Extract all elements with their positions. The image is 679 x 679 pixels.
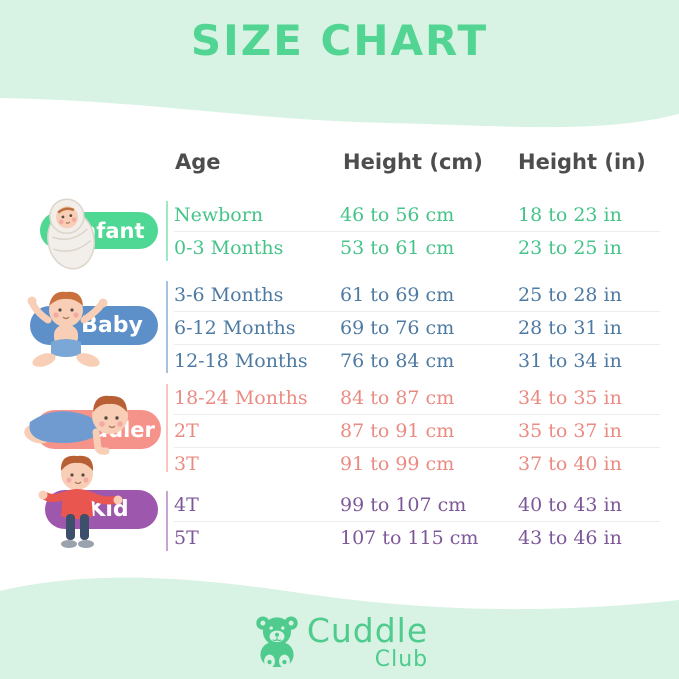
- age-cell: 3-6 Months: [174, 284, 284, 306]
- height-in-cell: 43 to 46 in: [518, 527, 622, 549]
- column-header-height-in: Height (in): [518, 150, 646, 174]
- table-row: 18-24 Months 84 to 87 cm 34 to 35 in: [174, 382, 660, 415]
- toddler-rows: 18-24 Months 84 to 87 cm 34 to 35 in 2T …: [174, 382, 660, 480]
- age-cell: 3T: [174, 453, 199, 475]
- height-cm-cell: 46 to 56 cm: [340, 204, 455, 226]
- table-row: 2T 87 to 91 cm 35 to 37 in: [174, 415, 660, 448]
- height-cm-cell: 53 to 61 cm: [340, 237, 455, 259]
- sitting-baby-illustration: [27, 291, 108, 367]
- age-cell: 0-3 Months: [174, 237, 284, 259]
- column-header-age: Age: [175, 150, 221, 174]
- crawling-toddler-illustration: [24, 395, 128, 455]
- height-in-cell: 35 to 37 in: [518, 420, 622, 442]
- age-cell: Newborn: [174, 204, 264, 226]
- teddy-bear-icon: [256, 616, 298, 668]
- height-cm-cell: 107 to 115 cm: [340, 527, 479, 549]
- height-cm-cell: 84 to 87 cm: [340, 387, 455, 409]
- table-row: 5T 107 to 115 cm 43 to 46 in: [174, 522, 660, 554]
- height-in-cell: 31 to 34 in: [518, 350, 622, 372]
- height-in-cell: 37 to 40 in: [518, 453, 622, 475]
- height-cm-cell: 69 to 76 cm: [340, 317, 455, 339]
- standing-boy-illustration: [38, 455, 123, 548]
- brand-name: Cuddle Club: [307, 614, 428, 672]
- height-in-cell: 40 to 43 in: [518, 494, 622, 516]
- height-cm-cell: 87 to 91 cm: [340, 420, 455, 442]
- infant-rows: Newborn 46 to 56 cm 18 to 23 in 0-3 Mont…: [174, 199, 660, 264]
- table-row: 6-12 Months 69 to 76 cm 28 to 31 in: [174, 312, 660, 345]
- height-cm-cell: 61 to 69 cm: [340, 284, 455, 306]
- height-in-cell: 23 to 25 in: [518, 237, 622, 259]
- table-row: 3T 91 to 99 cm 37 to 40 in: [174, 448, 660, 480]
- brand-name-sub: Club: [374, 647, 429, 672]
- height-in-cell: 25 to 28 in: [518, 284, 622, 306]
- height-in-cell: 18 to 23 in: [518, 204, 622, 226]
- height-cm-cell: 91 to 99 cm: [340, 453, 455, 475]
- table-row: 3-6 Months 61 to 69 cm 25 to 28 in: [174, 279, 660, 312]
- group-divider-toddler: [166, 384, 168, 472]
- group-divider-kid: [166, 491, 168, 551]
- height-cm-cell: 99 to 107 cm: [340, 494, 467, 516]
- column-header-height-cm: Height (cm): [343, 150, 483, 174]
- brand-name-main: Cuddle: [306, 611, 429, 650]
- age-cell: 6-12 Months: [174, 317, 296, 339]
- table-row: 4T 99 to 107 cm 40 to 43 in: [174, 489, 660, 522]
- age-cell: 4T: [174, 494, 199, 516]
- kid-rows: 4T 99 to 107 cm 40 to 43 in 5T 107 to 11…: [174, 489, 660, 554]
- height-in-cell: 28 to 31 in: [518, 317, 622, 339]
- group-divider-infant: [166, 201, 168, 261]
- height-in-cell: 34 to 35 in: [518, 387, 622, 409]
- group-divider-baby: [166, 281, 168, 373]
- page-title: SIZE CHART: [190, 16, 489, 65]
- age-cell: 2T: [174, 420, 199, 442]
- table-row: 12-18 Months 76 to 84 cm 31 to 34 in: [174, 345, 660, 377]
- brand-logo: Cuddle Club: [0, 614, 679, 672]
- swaddled-baby-illustration: [47, 198, 95, 270]
- table-row: Newborn 46 to 56 cm 18 to 23 in: [174, 199, 660, 232]
- age-cell: 18-24 Months: [174, 387, 308, 409]
- height-cm-cell: 76 to 84 cm: [340, 350, 455, 372]
- baby-rows: 3-6 Months 61 to 69 cm 25 to 28 in 6-12 …: [174, 279, 660, 377]
- age-cell: 12-18 Months: [174, 350, 308, 372]
- age-cell: 5T: [174, 527, 199, 549]
- table-row: 0-3 Months 53 to 61 cm 23 to 25 in: [174, 232, 660, 264]
